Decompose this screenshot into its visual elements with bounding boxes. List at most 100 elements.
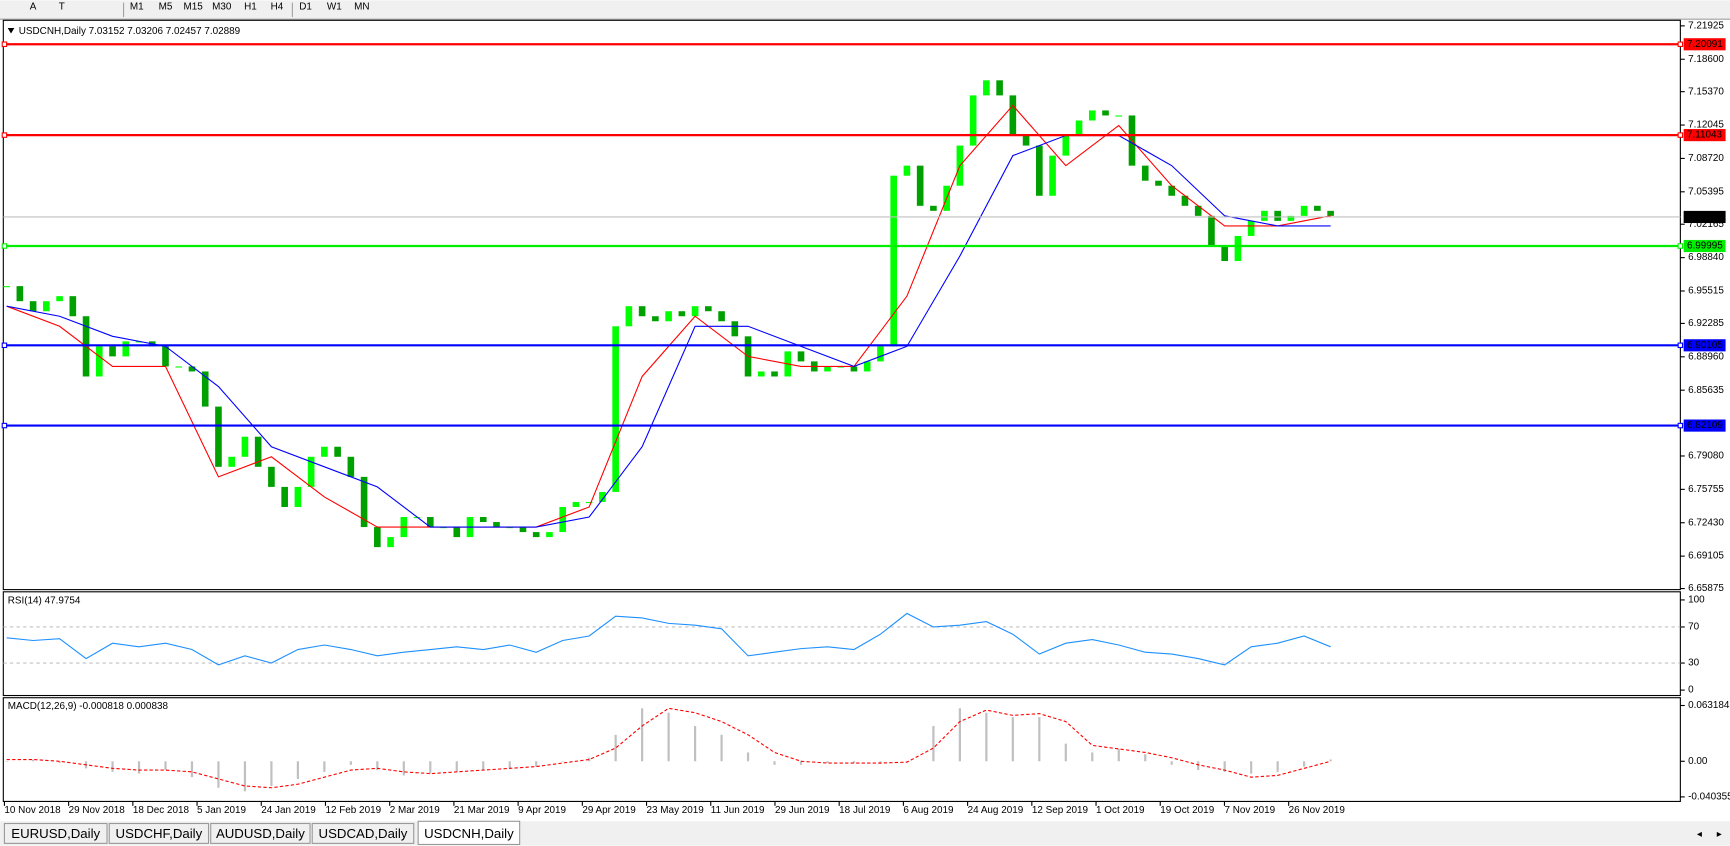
x-tick-label: 2 Mar 2019: [390, 805, 441, 816]
x-tick-label: 19 Oct 2019: [1160, 805, 1214, 816]
candle: [1141, 165, 1149, 181]
timeframe-button[interactable]: A: [30, 2, 37, 13]
candle: [797, 351, 805, 362]
macd-bar: [1329, 759, 1332, 762]
macd-bar: [693, 725, 697, 762]
y-tick-label: 6.88960: [1688, 351, 1724, 362]
candle: [1274, 210, 1281, 221]
macd-bar: [1011, 717, 1014, 762]
x-tick-label: 21 Mar 2019: [454, 805, 510, 816]
macd-bar: [1117, 748, 1120, 762]
tab[interactable]: [3, 822, 108, 844]
macd-bar: [349, 761, 352, 765]
price-pane: [2, 19, 1681, 591]
candle: [215, 406, 222, 467]
candle: [1221, 245, 1228, 262]
x-tick-label: 24 Jan 2019: [261, 805, 316, 816]
candle: [56, 296, 63, 302]
timeframe-button[interactable]: T: [59, 2, 65, 13]
timeframe-button[interactable]: M5: [159, 2, 173, 13]
level-handle: [1677, 41, 1684, 48]
scroll-right[interactable]: ▸: [1717, 829, 1722, 840]
timeframe-button[interactable]: H4: [271, 2, 284, 13]
x-tick-label: 6 Aug 2019: [903, 805, 954, 816]
x-tick-label: 12 Sep 2019: [1032, 805, 1089, 816]
tab-label[interactable]: USDCAD,Daily: [319, 826, 408, 841]
candle: [479, 517, 487, 523]
candle: [493, 522, 500, 528]
tab[interactable]: [108, 822, 210, 844]
price-label-box: [1683, 419, 1726, 432]
level-handle: [1677, 422, 1684, 429]
macd-bar: [561, 761, 564, 762]
candle: [1287, 215, 1295, 221]
y-tick-label: 0: [1688, 685, 1694, 696]
candle: [824, 366, 831, 372]
candle: [652, 316, 659, 322]
candle: [903, 165, 911, 176]
timeframe-button[interactable]: M1: [130, 2, 144, 13]
tab[interactable]: [210, 822, 311, 844]
candle: [294, 486, 302, 507]
timeframe-button[interactable]: H1: [244, 2, 257, 13]
y-tick-label: 70: [1688, 622, 1700, 633]
macd-bar: [932, 725, 935, 762]
candle: [996, 80, 1003, 96]
candle: [201, 371, 209, 407]
timeframe-button[interactable]: M30: [212, 2, 232, 13]
candle: [850, 366, 858, 372]
y-tick-label: 100: [1688, 595, 1705, 606]
candle: [268, 466, 275, 487]
macd-bar: [270, 761, 273, 786]
rsi-line: [6, 612, 1331, 666]
scroll-left[interactable]: ◂: [1697, 829, 1702, 840]
macd-bar: [1064, 743, 1067, 762]
tab-label[interactable]: USDCNH,Daily: [424, 826, 514, 841]
candle: [228, 456, 236, 467]
macd-pane: [2, 697, 1681, 802]
candle: [612, 326, 619, 492]
candle: [546, 532, 553, 538]
macd-bar: [243, 761, 247, 792]
timeframe-button[interactable]: M15: [183, 2, 203, 13]
candle: [983, 80, 990, 96]
timeframe-button[interactable]: MN: [354, 2, 369, 13]
candle: [1314, 205, 1321, 211]
macd-bar: [1197, 761, 1200, 771]
candle: [1075, 120, 1083, 136]
level-handle: [1677, 132, 1684, 138]
candle: [718, 311, 725, 322]
x-tick-label: 24 Aug 2019: [968, 805, 1024, 816]
x-tick-label: 29 Jun 2019: [775, 805, 830, 816]
level-handle: [1, 422, 8, 429]
candle: [281, 486, 288, 507]
candle: [241, 436, 249, 457]
candle: [757, 371, 765, 377]
macd-bar: [402, 761, 405, 776]
macd-header: MACD(12,26,9) -0.000818 0.000838: [8, 701, 169, 712]
tab-label[interactable]: EURUSD,Daily: [11, 826, 100, 841]
macd-bar: [641, 708, 644, 762]
candle: [1102, 110, 1109, 116]
timeframe-button[interactable]: D1: [299, 2, 312, 13]
x-tick-label: 7 Nov 2019: [1224, 805, 1275, 816]
candle: [1234, 235, 1242, 262]
x-tick-label: 23 May 2019: [647, 805, 705, 816]
y-tick-label: 7.15370: [1688, 86, 1724, 97]
macd-bar: [958, 708, 961, 762]
tab-label[interactable]: USDCHF,Daily: [116, 826, 203, 841]
candle: [29, 301, 37, 312]
macd-bar: [137, 761, 141, 774]
tab-label[interactable]: AUDUSD,Daily: [216, 826, 305, 841]
x-tick-label: 1 Oct 2019: [1096, 805, 1145, 816]
tab[interactable]: [417, 820, 521, 846]
candle: [1022, 135, 1030, 146]
tab[interactable]: [311, 822, 415, 844]
macd-bar: [1250, 761, 1253, 774]
candle: [705, 306, 712, 312]
candle: [162, 346, 169, 367]
y-tick-label: 7.08720: [1688, 153, 1724, 164]
macd-bar: [773, 761, 776, 765]
y-tick-label: 6.85635: [1688, 385, 1724, 396]
timeframe-button[interactable]: W1: [327, 2, 342, 13]
